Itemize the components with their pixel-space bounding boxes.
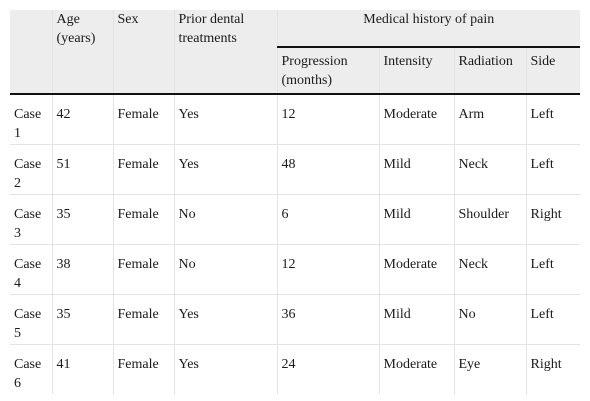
cell-sex: Female bbox=[113, 245, 174, 295]
cell-age: 35 bbox=[52, 195, 113, 245]
cell-side: Left bbox=[526, 94, 580, 145]
cell-case: Case 1 bbox=[10, 94, 52, 145]
cell-prior: No bbox=[174, 245, 277, 295]
cell-intensity: Mild bbox=[379, 195, 454, 245]
header-case bbox=[10, 10, 52, 94]
cell-progression: 6 bbox=[277, 195, 379, 245]
table-row: Case 2 51 Female Yes 48 Mild Neck Left bbox=[10, 145, 580, 195]
cell-progression: 48 bbox=[277, 145, 379, 195]
table-header: Age (years) Sex Prior dental treatments … bbox=[10, 10, 580, 94]
cell-prior: Yes bbox=[174, 295, 277, 345]
table-row: Case 5 35 Female Yes 36 Mild No Left bbox=[10, 295, 580, 345]
cell-prior: Yes bbox=[174, 94, 277, 145]
header-sex: Sex bbox=[113, 10, 174, 94]
cell-radiation: Arm bbox=[454, 94, 526, 145]
header-intensity: Intensity bbox=[379, 47, 454, 94]
header-age: Age (years) bbox=[52, 10, 113, 94]
header-side: Side bbox=[526, 47, 580, 94]
cell-sex: Female bbox=[113, 145, 174, 195]
cell-sex: Female bbox=[113, 295, 174, 345]
cell-intensity: Mild bbox=[379, 295, 454, 345]
cell-radiation: Neck bbox=[454, 145, 526, 195]
cell-progression: 12 bbox=[277, 94, 379, 145]
header-prior-dental-treatments: Prior dental treatments bbox=[174, 10, 277, 94]
cell-intensity: Moderate bbox=[379, 345, 454, 395]
table-row: Case 3 35 Female No 6 Mild Shoulder Righ… bbox=[10, 195, 580, 245]
cell-sex: Female bbox=[113, 195, 174, 245]
cell-age: 51 bbox=[52, 145, 113, 195]
cell-case: Case 5 bbox=[10, 295, 52, 345]
cell-prior: Yes bbox=[174, 145, 277, 195]
table-row: Case 6 41 Female Yes 24 Moderate Eye Rig… bbox=[10, 345, 580, 395]
cell-radiation: Eye bbox=[454, 345, 526, 395]
cell-prior: No bbox=[174, 195, 277, 245]
table-row: Case 1 42 Female Yes 12 Moderate Arm Lef… bbox=[10, 94, 580, 145]
cell-side: Right bbox=[526, 345, 580, 395]
cell-age: 41 bbox=[52, 345, 113, 395]
cell-intensity: Moderate bbox=[379, 94, 454, 145]
header-medical-history-group: Medical history of pain bbox=[277, 10, 580, 47]
cell-radiation: Neck bbox=[454, 245, 526, 295]
header-radiation: Radiation bbox=[454, 47, 526, 94]
table-row: Case 4 38 Female No 12 Moderate Neck Lef… bbox=[10, 245, 580, 295]
cell-radiation: Shoulder bbox=[454, 195, 526, 245]
cell-age: 35 bbox=[52, 295, 113, 345]
table-body: Case 1 42 Female Yes 12 Moderate Arm Lef… bbox=[10, 94, 580, 394]
cell-side: Left bbox=[526, 145, 580, 195]
cell-progression: 24 bbox=[277, 345, 379, 395]
cell-age: 38 bbox=[52, 245, 113, 295]
cell-intensity: Mild bbox=[379, 145, 454, 195]
cell-case: Case 3 bbox=[10, 195, 52, 245]
cell-prior: Yes bbox=[174, 345, 277, 395]
cell-side: Left bbox=[526, 245, 580, 295]
cell-side: Left bbox=[526, 295, 580, 345]
cell-age: 42 bbox=[52, 94, 113, 145]
cell-case: Case 6 bbox=[10, 345, 52, 395]
cell-progression: 36 bbox=[277, 295, 379, 345]
header-progression: Progression (months) bbox=[277, 47, 379, 94]
cell-sex: Female bbox=[113, 94, 174, 145]
cell-case: Case 2 bbox=[10, 145, 52, 195]
case-table-container: Age (years) Sex Prior dental treatments … bbox=[10, 10, 580, 394]
cell-side: Right bbox=[526, 195, 580, 245]
cell-progression: 12 bbox=[277, 245, 379, 295]
case-table: Age (years) Sex Prior dental treatments … bbox=[10, 10, 580, 394]
cell-radiation: No bbox=[454, 295, 526, 345]
cell-sex: Female bbox=[113, 345, 174, 395]
cell-case: Case 4 bbox=[10, 245, 52, 295]
cell-intensity: Moderate bbox=[379, 245, 454, 295]
